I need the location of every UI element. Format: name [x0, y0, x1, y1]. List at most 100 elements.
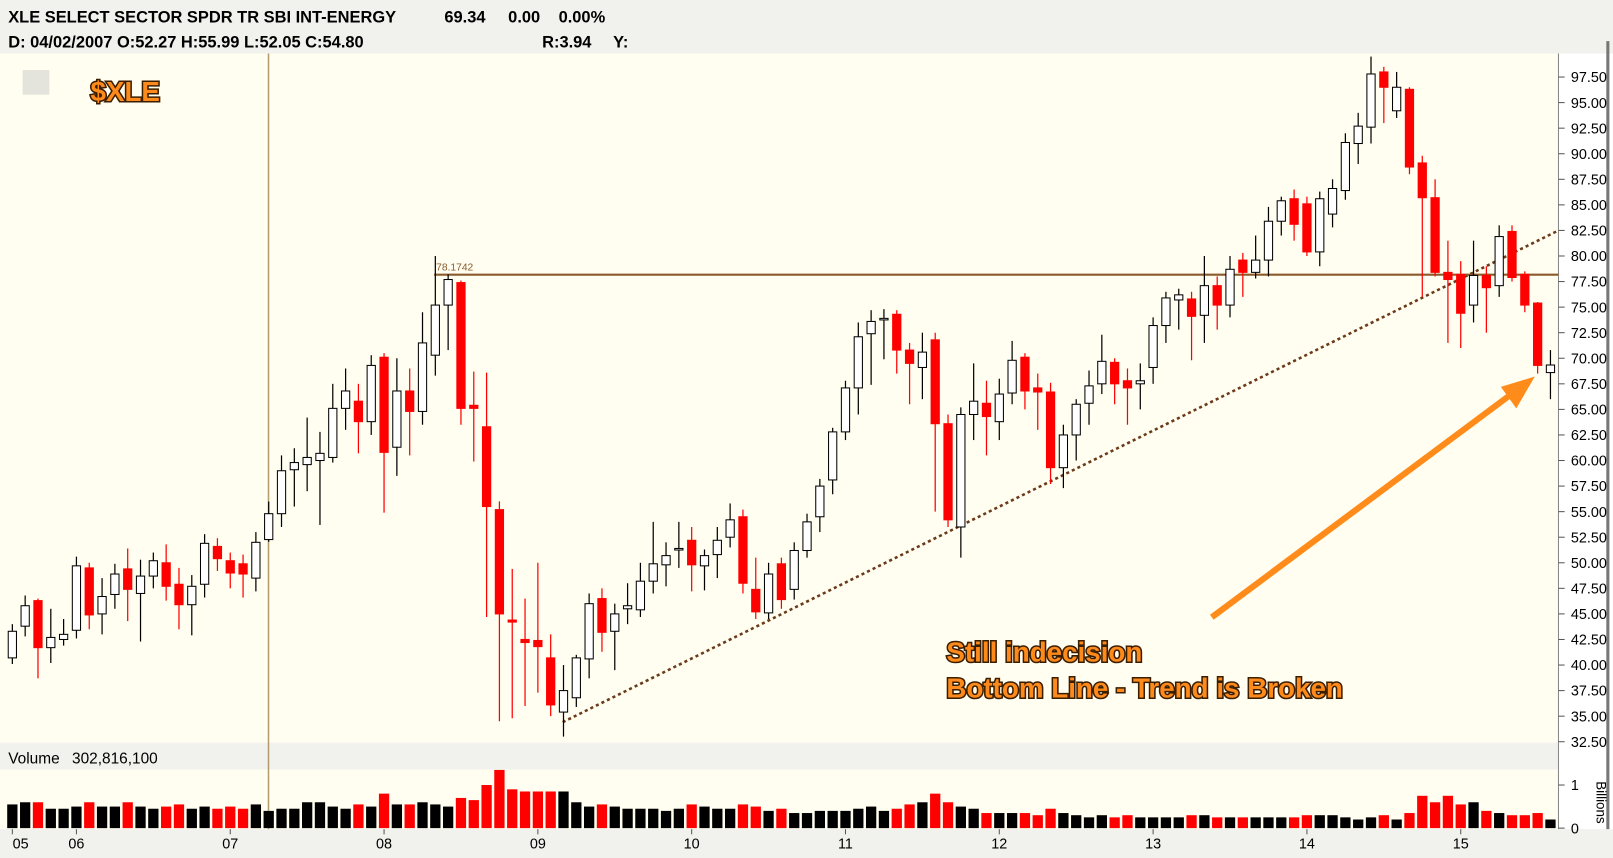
- y-tick-label: 50.00: [1571, 556, 1607, 572]
- candle-body: [879, 317, 889, 321]
- header-name: XLE SELECT SECTOR SPDR TR SBI INT-ENERGY: [8, 9, 396, 27]
- candle-body: [828, 431, 838, 481]
- volume-bar: [225, 806, 236, 829]
- candle-body: [1520, 273, 1530, 306]
- volume-bar: [532, 791, 544, 829]
- y-tick-label: 65.00: [1571, 403, 1607, 419]
- candle-body: [212, 545, 223, 560]
- x-tick-label: 10: [684, 837, 700, 853]
- plot: 32.50 35.00 37.50 40.00 42.50 45.00 47.50 50.00…: [7, 56, 1607, 853]
- volume-bar: [1378, 815, 1389, 829]
- candle-body: [1174, 294, 1184, 301]
- candle-body: [97, 596, 107, 615]
- candle-body: [1161, 297, 1171, 327]
- volume-bar: [199, 806, 210, 829]
- header-readout: D: 04/02/2007 O:52.27 H:55.99 L:52.05 C:…: [8, 33, 363, 51]
- volume-bar: [1173, 817, 1184, 829]
- volume-bar: [545, 791, 556, 829]
- header-last: 69.34: [444, 9, 486, 27]
- volume-bar: [1109, 817, 1120, 829]
- candle-body: [904, 349, 915, 364]
- volume-bar: [327, 806, 338, 829]
- x-tick-label: 13: [1145, 837, 1161, 853]
- candle-body: [571, 657, 581, 699]
- candle-body: [174, 583, 184, 606]
- y-tick-label: 62.50: [1571, 428, 1607, 444]
- volume-bar: [891, 808, 902, 829]
- volume-bar: [7, 804, 18, 829]
- candle-body: [1148, 325, 1158, 368]
- candle-body: [1071, 403, 1081, 436]
- volume-bar: [302, 802, 313, 829]
- candle-body: [1045, 391, 1056, 469]
- candle-body: [405, 390, 415, 412]
- volume-bar: [314, 802, 326, 829]
- volume-bar: [660, 810, 672, 829]
- volume-bar: [1301, 815, 1313, 829]
- volume-bar: [789, 813, 800, 829]
- candle-body: [302, 456, 312, 466]
- y-tick-label: 92.50: [1571, 121, 1607, 137]
- volume-axis-label: Billions: [1594, 781, 1609, 824]
- volume-bar: [750, 806, 761, 829]
- volume-bar: [763, 810, 774, 829]
- volume-bar: [930, 793, 941, 829]
- volume-bar: [1314, 815, 1325, 829]
- y-tick-label: 37.50: [1571, 684, 1607, 700]
- candle-body: [610, 613, 620, 632]
- volume-bar: [878, 810, 890, 829]
- candle-body: [417, 342, 428, 412]
- volume-bar: [1019, 813, 1031, 829]
- price-pane: [0, 53, 1559, 743]
- candle-body: [1212, 285, 1222, 306]
- header-change: 0.00: [508, 9, 540, 27]
- volume-bar: [84, 802, 95, 829]
- candle-body: [481, 426, 492, 508]
- y-tick-label: 42.50: [1571, 633, 1607, 649]
- volume-bar: [1404, 813, 1415, 829]
- symbol-label: $XLE: [91, 76, 160, 107]
- candle-body: [328, 407, 338, 458]
- volume-bar: [1122, 815, 1133, 829]
- volume-bar: [1186, 815, 1197, 829]
- volume-bar: [186, 808, 197, 829]
- x-tick-label: 09: [530, 837, 546, 853]
- candle-body: [943, 423, 953, 521]
- candle-body: [443, 279, 453, 306]
- y-tick-label: 67.50: [1571, 377, 1607, 393]
- y-tick-label: 52.50: [1571, 530, 1607, 546]
- volume-bar: [391, 804, 403, 829]
- candle-body: [430, 304, 440, 356]
- volume-bar: [173, 804, 185, 829]
- volume-bar: [1429, 802, 1441, 829]
- candle-body: [71, 565, 82, 631]
- y-tick-label: 77.50: [1571, 275, 1607, 291]
- candle-body: [969, 400, 979, 416]
- y-tick-label: 90.00: [1571, 147, 1607, 163]
- volume-bar: [1224, 817, 1236, 829]
- y-tick-label: 1: [1571, 778, 1579, 794]
- volume-bar: [1135, 817, 1146, 829]
- y-tick-label: 75.00: [1571, 300, 1607, 316]
- volume-bar: [994, 813, 1005, 829]
- volume-bar: [1391, 819, 1402, 829]
- x-tick-label: 14: [1299, 837, 1315, 853]
- volume-bar: [353, 804, 364, 829]
- candle-body: [315, 452, 325, 462]
- candle-body: [635, 580, 646, 611]
- volume-bar: [673, 808, 685, 829]
- volume-bar: [1455, 804, 1466, 829]
- y-tick-label: 87.50: [1571, 172, 1607, 188]
- volume-bar: [58, 808, 69, 829]
- candle-body: [1238, 259, 1248, 273]
- volume-bar: [45, 808, 56, 829]
- volume-bar: [1045, 808, 1056, 829]
- candle-body: [866, 320, 876, 335]
- candle-body: [520, 638, 530, 644]
- volume-bar: [417, 802, 428, 829]
- volume-bar: [289, 808, 300, 829]
- volume-bar: [340, 808, 351, 829]
- volume-bar: [1545, 819, 1556, 829]
- volume-bar: [1250, 817, 1261, 829]
